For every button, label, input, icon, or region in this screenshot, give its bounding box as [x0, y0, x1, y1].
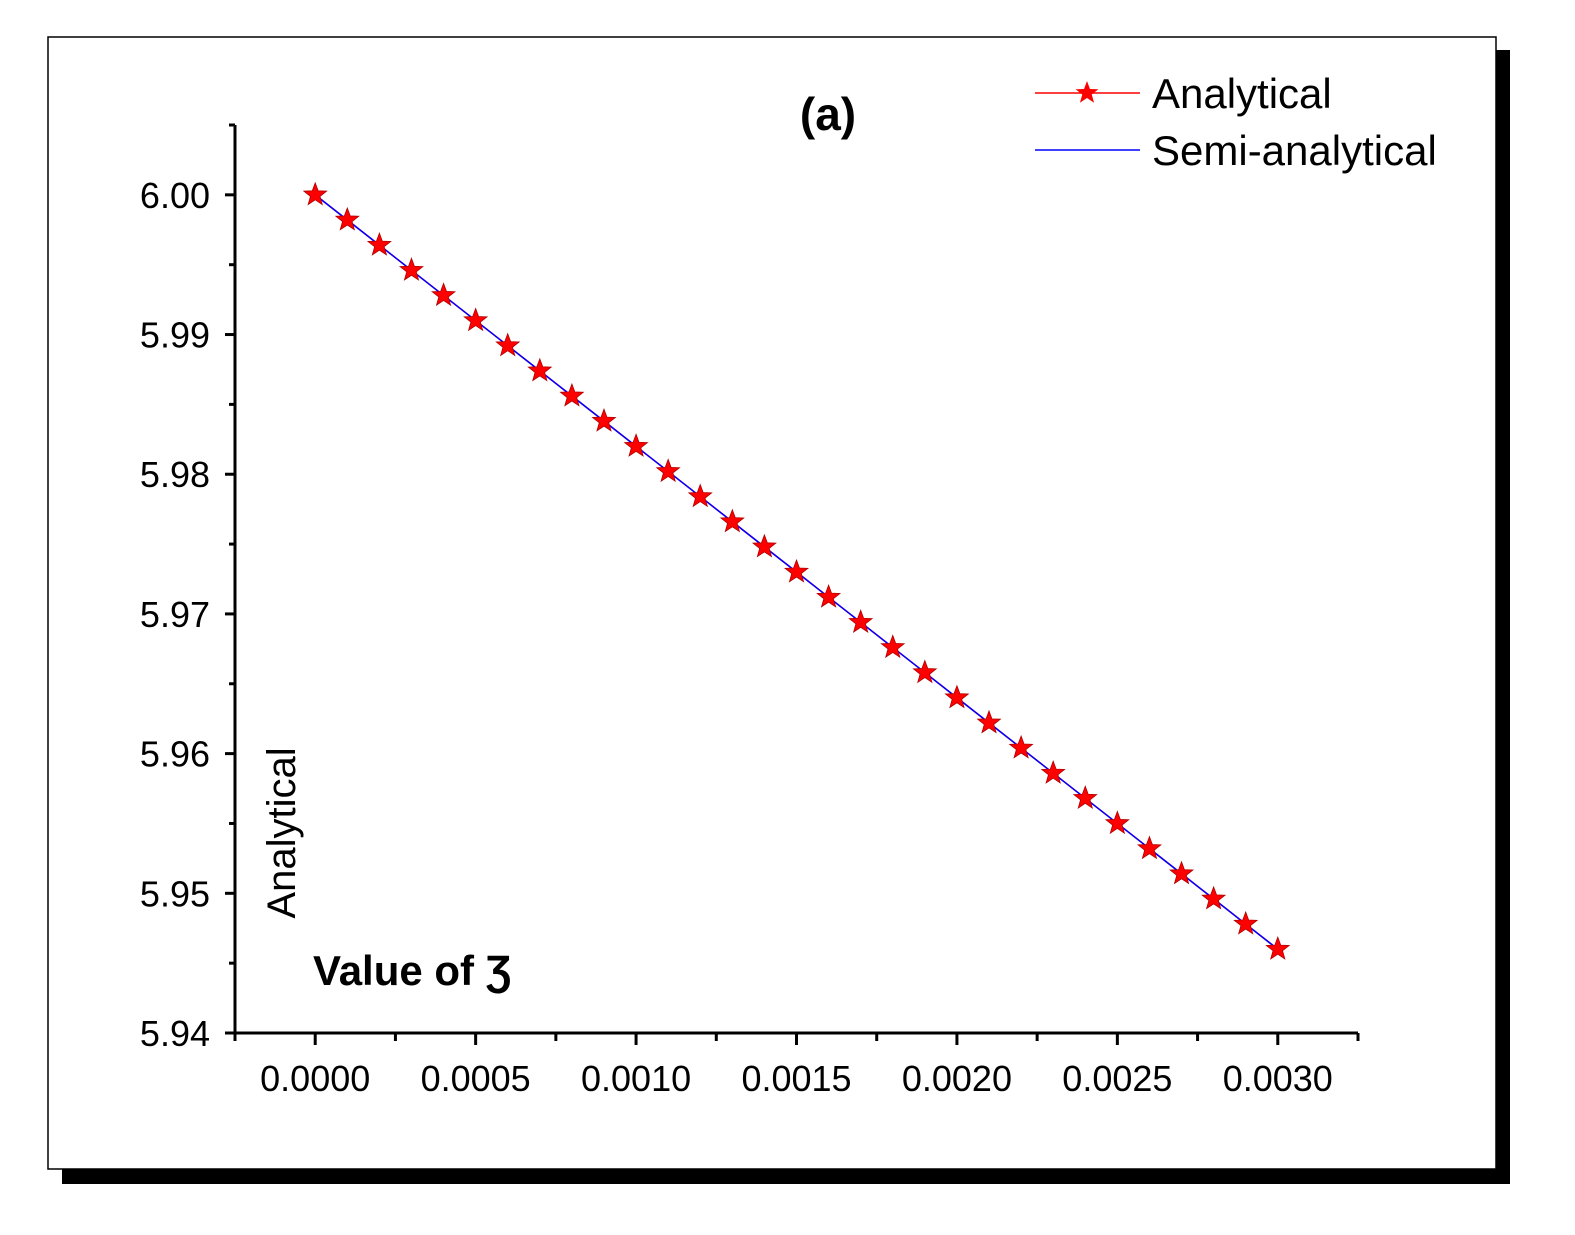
- data-point-star: [976, 709, 1002, 734]
- data-point-star: [1040, 760, 1066, 784]
- x-tick-label: 0.0010: [581, 1058, 691, 1099]
- y-tick-label: 5.98: [140, 454, 210, 495]
- data-point-star: [1136, 835, 1162, 860]
- legend-label-semi-analytical: Semi-analytical: [1152, 127, 1437, 174]
- x-tick-label: 0.0020: [902, 1058, 1012, 1099]
- x-axis-label: Value of Ʒ: [313, 947, 511, 994]
- data-point-star: [1169, 860, 1195, 885]
- data-point-star: [431, 282, 457, 307]
- x-ticks: 0.0000 0.0005 0.0010 0.0015 0.0020 0.0025 0.00…: [233, 1033, 1360, 1099]
- data-point-star: [687, 483, 713, 508]
- x-tick-label: 0.0015: [741, 1058, 851, 1099]
- legend-marker-analytical: [1075, 81, 1099, 103]
- x-tick-label: 0.0030: [1223, 1058, 1333, 1099]
- x-tick-label: 0.0000: [260, 1058, 370, 1099]
- data-point-star: [334, 206, 360, 231]
- legend: Analytical Semi-analytical: [1035, 70, 1437, 174]
- y-tick-label: 5.97: [140, 594, 210, 635]
- y-ticks: 5.94 5.95 5.96 5.97 5.98 5.99 6.00: [140, 123, 235, 1054]
- data-point-star: [751, 533, 777, 558]
- data-point-star: [495, 332, 521, 357]
- data-point-star: [302, 181, 328, 206]
- data-point-star: [880, 634, 906, 659]
- data-point-star: [848, 609, 874, 633]
- x-tick-label: 0.0025: [1062, 1058, 1172, 1099]
- data-point-star: [398, 257, 424, 281]
- data-point-star: [366, 231, 392, 256]
- chart-title: (a): [800, 88, 856, 140]
- y-tick-label: 5.99: [140, 315, 210, 356]
- data-point-star: [1104, 810, 1130, 835]
- data-point-star: [527, 357, 553, 382]
- y-tick-label: 6.00: [140, 175, 210, 216]
- data-point-star: [623, 433, 649, 457]
- series-layer: [302, 181, 1291, 960]
- data-point-star: [1201, 885, 1227, 910]
- legend-label-analytical: Analytical: [1152, 70, 1332, 117]
- y-tick-label: 5.94: [140, 1013, 210, 1054]
- y-tick-label: 5.96: [140, 734, 210, 775]
- y-axis-label: Analytical: [260, 747, 304, 918]
- x-tick-label: 0.0005: [421, 1058, 531, 1099]
- data-point-star: [1072, 785, 1098, 809]
- y-tick-label: 5.95: [140, 873, 210, 914]
- data-point-star: [1233, 910, 1259, 935]
- data-point-star: [463, 307, 489, 332]
- data-point-star: [1008, 734, 1034, 759]
- data-point-star: [591, 407, 617, 432]
- data-point-star: [719, 508, 745, 533]
- data-point-star: [655, 458, 681, 483]
- frame: [47, 36, 1497, 1170]
- data-point-star: [783, 558, 810, 583]
- data-point-star: [816, 584, 842, 608]
- data-point-star: [559, 382, 585, 407]
- data-point-star: [1265, 936, 1291, 960]
- data-point-star: [944, 684, 970, 709]
- data-point-star: [912, 659, 938, 684]
